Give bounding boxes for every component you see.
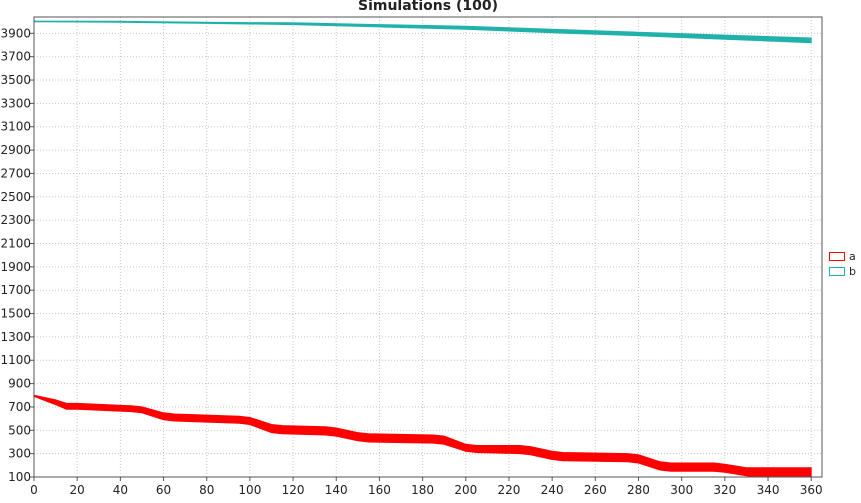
series-b-band [33, 20, 812, 44]
y-tick-label: 3900 [0, 26, 31, 40]
y-tick-label: 1900 [0, 260, 31, 274]
chart-title: Simulations (100) [358, 0, 498, 14]
y-tick-label: 3100 [0, 120, 31, 134]
y-tick-label: 100 [8, 470, 31, 484]
x-tick-label: 0 [30, 483, 38, 497]
x-tick-label: 200 [454, 483, 477, 497]
x-tick-label: 60 [156, 483, 171, 497]
legend-swatch [829, 267, 845, 276]
plot-background [34, 17, 822, 477]
y-tick-label: 2300 [0, 213, 31, 227]
y-tick-label: 3300 [0, 96, 31, 110]
y-tick-label: 1700 [0, 283, 31, 297]
x-tick-label: 160 [368, 483, 391, 497]
y-tick-label: 3700 [0, 50, 31, 64]
x-tick-label: 360 [800, 483, 823, 497]
y-tick-label: 3500 [0, 73, 31, 87]
x-tick-label: 240 [541, 483, 564, 497]
y-tick-label: 300 [8, 447, 31, 461]
y-tick-label: 500 [8, 423, 31, 437]
y-tick-label: 1500 [0, 307, 31, 321]
x-tick-label: 120 [282, 483, 305, 497]
x-tick-label: 320 [713, 483, 736, 497]
x-tick-label: 220 [498, 483, 521, 497]
y-tick-label: 900 [8, 377, 31, 391]
x-tick-label: 300 [670, 483, 693, 497]
x-tick-label: 280 [627, 483, 650, 497]
x-tick-label: 180 [411, 483, 434, 497]
y-tick-label: 2700 [0, 166, 31, 180]
legend-label: b [849, 265, 856, 278]
x-tick-label: 40 [113, 483, 128, 497]
legend-item-a: a [829, 249, 856, 264]
y-tick-label: 2100 [0, 236, 31, 250]
y-tick-label: 1300 [0, 330, 31, 344]
x-tick-label: 140 [325, 483, 348, 497]
plot-frame [33, 16, 823, 478]
legend-item-b: b [829, 264, 856, 279]
y-tick-label: 1100 [0, 353, 31, 367]
x-tick-label: 340 [757, 483, 780, 497]
legend-label: a [849, 250, 856, 263]
y-tick-label: 700 [8, 400, 31, 414]
x-tick-label: 100 [238, 483, 261, 497]
legend-swatch [829, 252, 845, 261]
x-tick-label: 80 [199, 483, 214, 497]
x-tick-label: 260 [584, 483, 607, 497]
y-tick-label: 2900 [0, 143, 31, 157]
y-tick-label: 2500 [0, 190, 31, 204]
x-tick-label: 20 [70, 483, 85, 497]
